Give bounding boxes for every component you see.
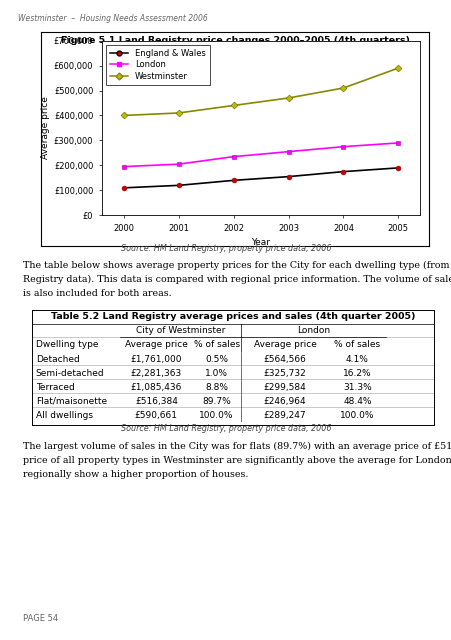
Text: Terraced: Terraced: [36, 383, 74, 392]
Text: Average price: Average price: [253, 340, 316, 349]
Text: London: London: [296, 326, 329, 335]
Text: £2,281,363: £2,281,363: [130, 369, 182, 378]
Text: £516,384: £516,384: [134, 397, 177, 406]
Text: Source: HM Land Registry, property price data, 2006: Source: HM Land Registry, property price…: [120, 424, 331, 433]
Text: 48.4%: 48.4%: [342, 397, 371, 406]
Text: Average price: Average price: [124, 340, 187, 349]
Text: £299,584: £299,584: [263, 383, 306, 392]
Text: 100.0%: 100.0%: [340, 411, 374, 420]
Text: Semi-detached: Semi-detached: [36, 369, 104, 378]
Text: 1.0%: 1.0%: [205, 369, 228, 378]
Text: 31.3%: 31.3%: [342, 383, 371, 392]
Text: The table below shows average property prices for the City for each dwelling typ: The table below shows average property p…: [23, 260, 451, 269]
Text: 4.1%: 4.1%: [345, 355, 368, 364]
Text: Source: HM Land Registry, property price data, 2006: Source: HM Land Registry, property price…: [120, 244, 331, 253]
Y-axis label: Average price: Average price: [41, 97, 50, 159]
Text: £325,732: £325,732: [263, 369, 306, 378]
Text: The largest volume of sales in the City was for flats (89.7%) with an average pr: The largest volume of sales in the City …: [23, 442, 451, 451]
Text: 8.8%: 8.8%: [205, 383, 228, 392]
Text: £246,964: £246,964: [263, 397, 306, 406]
Text: % of sales: % of sales: [193, 340, 239, 349]
Text: Westminster  –  Housing Needs Assessment 2006: Westminster – Housing Needs Assessment 2…: [18, 14, 207, 23]
Text: price of all property types in Westminster are significantly above the average f: price of all property types in Westminst…: [23, 456, 451, 465]
Text: Detached: Detached: [36, 355, 79, 364]
Text: 89.7%: 89.7%: [202, 397, 230, 406]
Text: Figure 5.1 Land Registry price changes 2000–2005 (4th quarters): Figure 5.1 Land Registry price changes 2…: [60, 36, 409, 45]
Text: £1,085,436: £1,085,436: [130, 383, 182, 392]
Text: City of Westminster: City of Westminster: [135, 326, 225, 335]
X-axis label: Year: Year: [251, 238, 270, 247]
Text: Registry data). This data is compared with regional price information. The volum: Registry data). This data is compared wi…: [23, 275, 451, 284]
Text: £564,566: £564,566: [263, 355, 306, 364]
Text: PAGE 54: PAGE 54: [23, 614, 58, 623]
Text: £590,661: £590,661: [134, 411, 177, 420]
Text: Dwelling type: Dwelling type: [36, 340, 98, 349]
Text: is also included for both areas.: is also included for both areas.: [23, 289, 171, 298]
Text: 0.5%: 0.5%: [205, 355, 228, 364]
Text: Flat/maisonette: Flat/maisonette: [36, 397, 106, 406]
Text: 100.0%: 100.0%: [199, 411, 234, 420]
Text: All dwellings: All dwellings: [36, 411, 92, 420]
Text: £1,761,000: £1,761,000: [130, 355, 182, 364]
Text: £289,247: £289,247: [263, 411, 306, 420]
Legend: England & Wales, London, Westminster: England & Wales, London, Westminster: [106, 45, 210, 85]
Text: Table 5.2 Land Registry average prices and sales (4th quarter 2005): Table 5.2 Land Registry average prices a…: [51, 312, 414, 321]
Text: 16.2%: 16.2%: [342, 369, 371, 378]
Text: regionally show a higher proportion of houses.: regionally show a higher proportion of h…: [23, 470, 248, 479]
Text: % of sales: % of sales: [334, 340, 380, 349]
